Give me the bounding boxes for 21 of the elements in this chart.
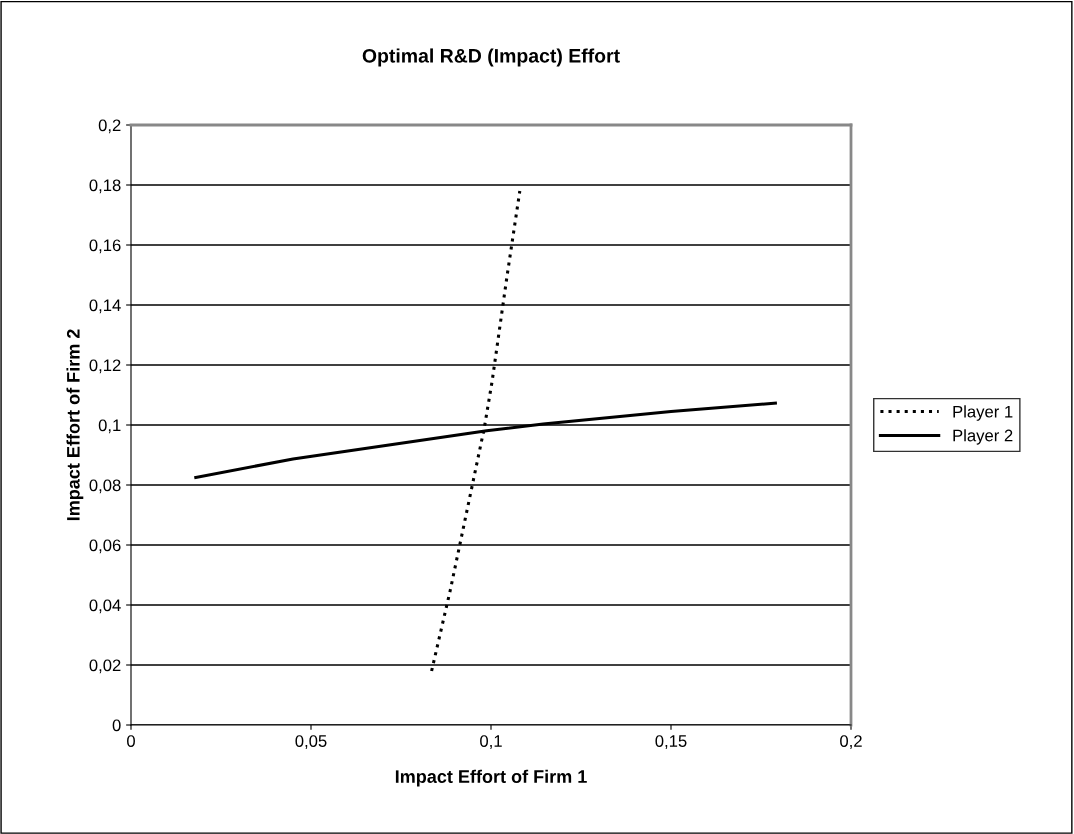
legend-label: Player 1 bbox=[953, 405, 1013, 421]
y-tick-label: 0,18 bbox=[89, 179, 121, 194]
y-tick-label: 0,04 bbox=[89, 599, 121, 614]
x-tick-label: 0 bbox=[127, 735, 135, 747]
y-tick-label: 0 bbox=[112, 719, 121, 732]
legend-label: Player 2 bbox=[953, 429, 1013, 445]
chart-title: Optimal R&D (Impact) Effort bbox=[362, 48, 620, 67]
x-axis-title: Impact Effort of Firm 1 bbox=[395, 769, 587, 787]
y-tick-label: 0,1 bbox=[98, 419, 121, 434]
y-tick-label: 0,2 bbox=[98, 119, 121, 134]
y-tick-label: 0,06 bbox=[89, 539, 121, 554]
x-tick-label: 0,2 bbox=[840, 735, 862, 749]
y-axis-title: Impact Effort of Firm 2 bbox=[66, 329, 84, 521]
y-tick-label: 0,16 bbox=[89, 239, 121, 254]
y-tick-label: 0,08 bbox=[89, 479, 121, 494]
x-tick-label: 0,1 bbox=[480, 735, 502, 749]
x-tick-label: 0,15 bbox=[655, 735, 687, 749]
x-tick-label: 0,05 bbox=[295, 735, 327, 749]
y-tick-label: 0,12 bbox=[89, 359, 121, 374]
y-tick-label: 0,02 bbox=[89, 659, 121, 674]
y-tick-label: 0,14 bbox=[89, 299, 121, 314]
